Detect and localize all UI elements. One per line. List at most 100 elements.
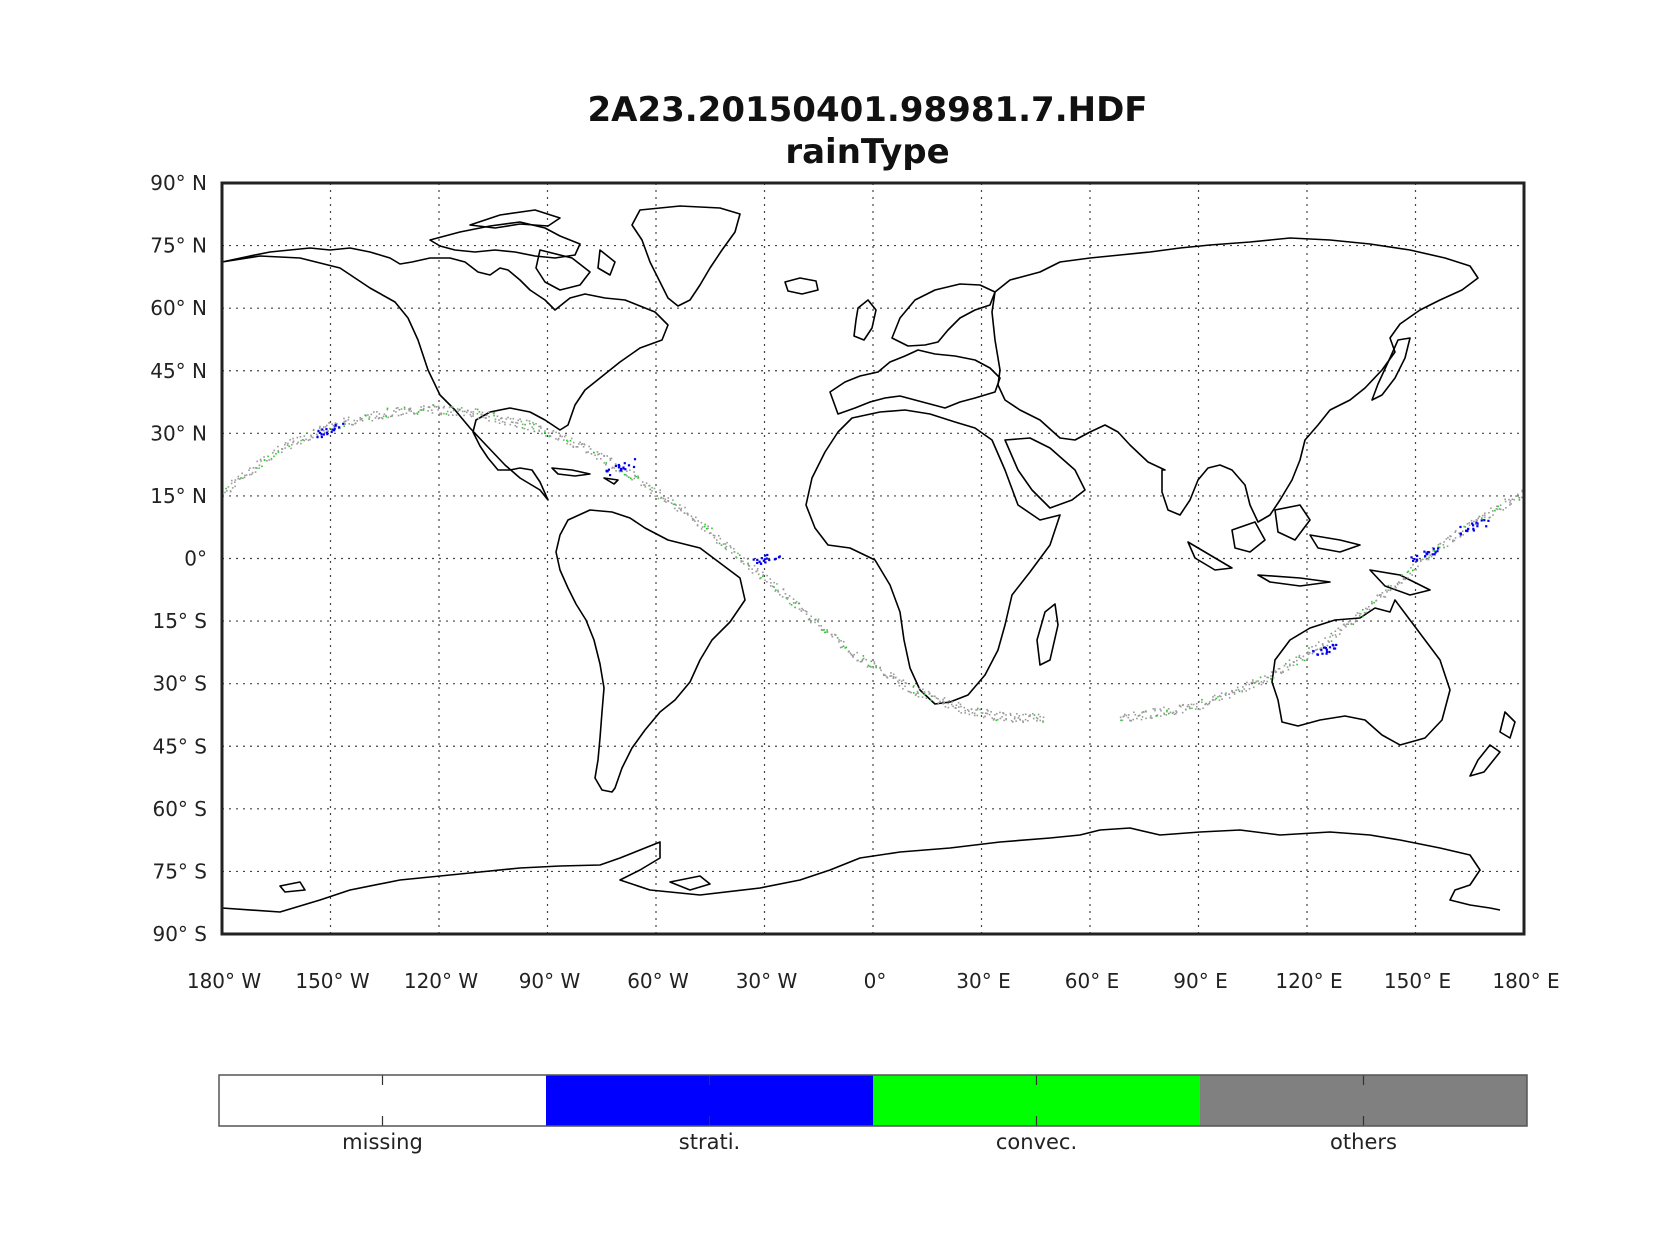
swath-pixel bbox=[1150, 715, 1152, 717]
swath-pixel bbox=[1429, 554, 1432, 556]
swath-pixel bbox=[1172, 711, 1175, 714]
swath-pixel bbox=[1175, 711, 1178, 713]
swath-pixel bbox=[306, 432, 308, 434]
swath-pixel bbox=[814, 621, 816, 624]
swath-pixel bbox=[521, 427, 524, 429]
strati-pixel bbox=[619, 469, 623, 472]
swath-pixel bbox=[1033, 714, 1036, 716]
lon-tick-label: 180° E bbox=[1492, 969, 1559, 993]
swath-pixel bbox=[501, 420, 504, 423]
swath-pixel bbox=[774, 590, 777, 592]
swath-pixel bbox=[633, 471, 635, 473]
swath-pixel bbox=[1269, 678, 1272, 680]
axes-frame bbox=[220, 181, 1526, 936]
swath-pixel bbox=[1005, 717, 1007, 720]
swath-pixel bbox=[239, 478, 241, 480]
swath-pixel bbox=[942, 698, 944, 701]
swath-pixel bbox=[1243, 688, 1246, 690]
swath-pixel bbox=[275, 452, 277, 455]
swath-pixel bbox=[1173, 713, 1176, 716]
swath-pixel bbox=[610, 457, 613, 460]
swath-pixel bbox=[1235, 689, 1237, 692]
swath-pixel bbox=[976, 708, 979, 711]
swath-pixel bbox=[1151, 717, 1153, 719]
swath-pixel bbox=[839, 646, 842, 649]
swath-pixel bbox=[1394, 585, 1396, 588]
strati-pixel bbox=[1472, 529, 1475, 532]
swath-pixel bbox=[1482, 519, 1484, 521]
swath-pixel bbox=[676, 510, 679, 512]
swath-pixel bbox=[733, 547, 735, 550]
swath-pixel bbox=[292, 440, 295, 442]
colorbar-label-convec: convec. bbox=[995, 1130, 1078, 1154]
swath-pixel bbox=[395, 407, 398, 410]
swath-pixel bbox=[524, 423, 526, 426]
swath-pixel bbox=[403, 408, 406, 410]
strati-pixel bbox=[317, 430, 320, 433]
swath-pixel bbox=[1258, 682, 1260, 685]
swath-pixel bbox=[1022, 713, 1024, 716]
swath-pixel bbox=[1401, 574, 1403, 576]
strati-pixel bbox=[1328, 650, 1331, 654]
swath-pixel bbox=[345, 420, 347, 422]
swath-pixel bbox=[892, 675, 895, 678]
swath-pixel bbox=[1340, 629, 1343, 632]
swath-pixel bbox=[305, 438, 307, 441]
swath-pixel bbox=[478, 411, 481, 413]
strati-pixel bbox=[330, 430, 333, 434]
swath-pixel bbox=[402, 413, 404, 415]
swath-pixel bbox=[528, 420, 531, 422]
colorbar-label-others: others bbox=[1330, 1130, 1397, 1154]
swath-pixel bbox=[1128, 714, 1130, 716]
strati-pixel bbox=[1471, 524, 1475, 527]
swath-pixel bbox=[443, 405, 445, 408]
swath-pixel bbox=[1027, 719, 1029, 722]
swath-pixel bbox=[372, 411, 375, 413]
swath-pixel bbox=[1371, 602, 1373, 605]
swath-pixel bbox=[1311, 652, 1314, 655]
swath-pixel bbox=[738, 554, 741, 556]
swath-pixel bbox=[1202, 707, 1204, 710]
swath-pixel bbox=[1509, 499, 1512, 502]
swath-pixel bbox=[798, 602, 801, 605]
swath-pixel bbox=[952, 705, 954, 708]
swath-pixel bbox=[359, 416, 362, 419]
strati-pixel bbox=[608, 473, 612, 477]
strati-pixel bbox=[768, 558, 771, 562]
swath-pixel bbox=[1449, 535, 1451, 537]
swath-pixel bbox=[795, 600, 798, 603]
swath-pixel bbox=[557, 432, 560, 435]
strati-pixel bbox=[1427, 551, 1431, 554]
swath-pixel bbox=[414, 412, 416, 415]
swath-pixel bbox=[1330, 640, 1333, 642]
swath-pixel bbox=[1316, 648, 1319, 651]
swath-pixel bbox=[328, 421, 331, 424]
swath-pixel bbox=[297, 441, 299, 444]
swath-pixel bbox=[1445, 538, 1448, 540]
swath-pixel bbox=[597, 453, 599, 456]
swath-pixel bbox=[930, 699, 932, 702]
swath-pixel bbox=[1350, 622, 1353, 625]
swath-pixel bbox=[1327, 640, 1330, 642]
swath-pixel bbox=[1241, 690, 1243, 692]
swath-pixel bbox=[964, 709, 967, 712]
swath-pixel bbox=[1431, 546, 1434, 549]
strati-pixel bbox=[1328, 646, 1332, 649]
lon-tick-label: 30° E bbox=[956, 969, 1010, 993]
swath-pixel bbox=[748, 565, 751, 567]
swath-pixel bbox=[914, 694, 917, 697]
swath-pixel bbox=[1453, 539, 1456, 542]
swath-pixel bbox=[277, 445, 279, 448]
swath-pixel bbox=[814, 618, 817, 621]
swath-pixel bbox=[770, 582, 772, 584]
swath-pixel bbox=[227, 486, 230, 488]
swath-pixel bbox=[1423, 556, 1426, 559]
swath-pixel bbox=[498, 419, 500, 421]
swath-pixel bbox=[1410, 566, 1412, 569]
strati-pixel bbox=[322, 433, 325, 436]
swath-pixel bbox=[1406, 571, 1409, 574]
swath-pixel bbox=[980, 711, 983, 714]
swath-pixel bbox=[753, 564, 756, 567]
swath-pixel bbox=[420, 406, 422, 408]
swath-pixel bbox=[1452, 539, 1454, 542]
